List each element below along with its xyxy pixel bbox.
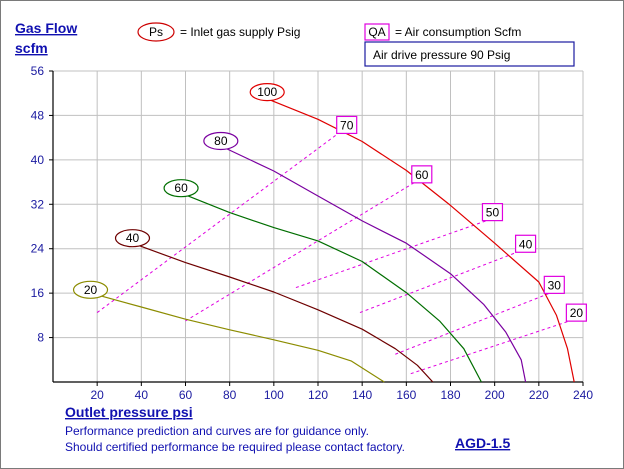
air-label-box-20 <box>565 303 587 322</box>
flow-curves <box>90 98 575 383</box>
curve-label-ellipse-60 <box>163 179 199 198</box>
x-tick-label: 160 <box>396 388 416 402</box>
x-tick-label: 60 <box>179 388 193 402</box>
air-line-60 <box>185 181 416 322</box>
air-label-20: 20 <box>570 306 584 320</box>
curve-label-ellipse-40 <box>114 229 151 248</box>
x-tick-label: 20 <box>90 388 104 402</box>
curve-ps-20 <box>90 292 385 383</box>
air-label-40: 40 <box>519 237 533 251</box>
curve-label-ellipse-20 <box>72 280 109 299</box>
y-axis-label: scfm <box>15 40 48 56</box>
air-label-50: 50 <box>486 206 500 220</box>
x-tick-label: 80 <box>223 388 237 402</box>
curve-label-ellipse-100 <box>249 83 285 102</box>
x-tick-label: 180 <box>440 388 460 402</box>
air-line-70 <box>96 131 341 313</box>
legend-ps-symbol: Ps <box>149 25 163 39</box>
air-label-70: 70 <box>340 118 354 132</box>
legend-ps-ellipse <box>137 22 175 42</box>
model-number: AGD-1.5 <box>455 435 510 451</box>
curve-labels: 70 60 50 40 30 20 20 40 60 80 100 <box>72 83 587 322</box>
air-label-box-70 <box>336 115 358 135</box>
y-tick-label: 16 <box>31 286 45 300</box>
y-tick-label: 40 <box>31 153 45 167</box>
curve-label-20: 20 <box>84 283 98 297</box>
air-line-40 <box>359 251 520 314</box>
air-consumption-lines <box>96 131 570 375</box>
y-tick-label: 8 <box>37 331 44 345</box>
x-tick-label: 40 <box>135 388 149 402</box>
y-tick-label: 32 <box>31 197 45 211</box>
drive-pressure-text: Air drive pressure 90 Psig <box>373 48 510 62</box>
x-axis-label: Outlet pressure psi <box>65 404 193 420</box>
x-tick-label: 100 <box>264 388 284 402</box>
air-line-50 <box>295 220 486 289</box>
x-tick-label: 200 <box>485 388 505 402</box>
chart-title: Gas Flow <box>15 20 77 36</box>
air-label-box-30 <box>543 275 565 294</box>
grid <box>53 70 584 382</box>
air-label-box-60 <box>411 165 433 184</box>
x-tick-label: 240 <box>573 388 593 402</box>
x-tick-label: 140 <box>352 388 372 402</box>
x-tick-label: 220 <box>529 388 549 402</box>
curve-label-80: 80 <box>214 134 228 148</box>
legend-qa-box <box>364 23 390 41</box>
air-label-box-40 <box>514 234 537 253</box>
legend-qa-symbol: QA <box>368 25 385 39</box>
air-label-60: 60 <box>415 168 429 182</box>
y-tick-label: 48 <box>31 108 45 122</box>
curve-label-100: 100 <box>257 85 277 99</box>
curve-label-40: 40 <box>126 231 140 245</box>
note-line-2: Should certified performance be required… <box>65 440 405 454</box>
y-tick-label: 56 <box>31 64 45 78</box>
tick-labels: 20 40 60 80 100 120 140 160 180 200 220 240 8 16 24 32 4… <box>31 64 594 402</box>
note-line-1: Performance prediction and curves are fo… <box>65 424 369 438</box>
legend-ps-text: = Inlet gas supply Psig <box>180 25 300 39</box>
drive-pressure-box <box>364 41 575 67</box>
curve-ps-80 <box>220 145 527 383</box>
axes <box>49 70 584 386</box>
air-line-20 <box>410 320 570 375</box>
legend: Ps = Inlet gas supply Psig QA = Air cons… <box>137 22 575 67</box>
curve-label-ellipse-80 <box>203 131 239 151</box>
curve-label-60: 60 <box>174 181 188 195</box>
x-tick-label: 120 <box>308 388 328 402</box>
curve-ps-60 <box>180 192 482 383</box>
y-tick-label: 24 <box>31 242 45 256</box>
air-line-30 <box>395 292 551 355</box>
curve-ps-40 <box>132 242 434 383</box>
legend-qa-text: = Air consumption Scfm <box>395 25 521 39</box>
air-label-box-50 <box>481 203 504 222</box>
air-label-30: 30 <box>548 278 562 292</box>
